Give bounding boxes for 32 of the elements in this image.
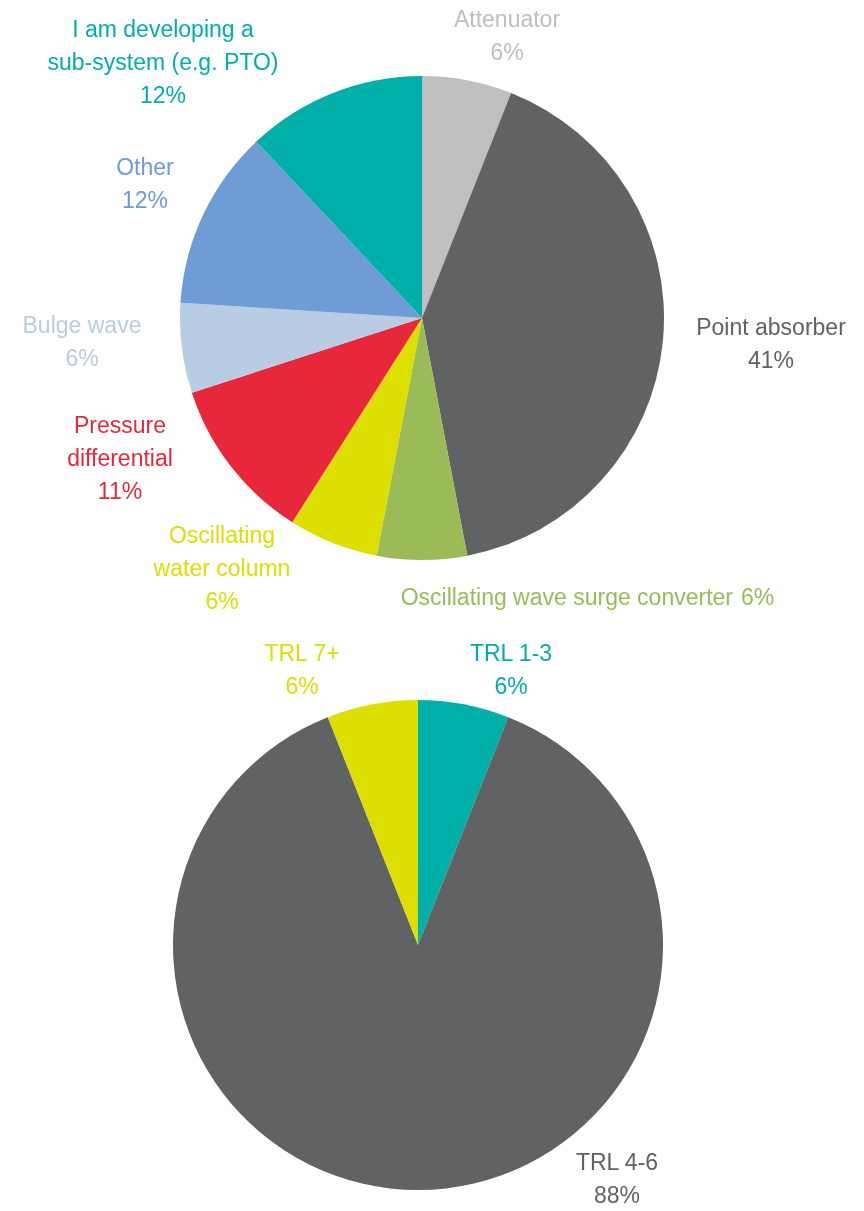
- pie-slice: [180, 141, 422, 318]
- slice-label: Bulge wave: [22, 312, 142, 338]
- data-label: 11%: [97, 478, 143, 504]
- pie-slice: [376, 318, 468, 560]
- slice-label: Oscillating water column: [152, 522, 291, 581]
- pie-slice: [418, 700, 509, 945]
- data-label: 6%: [494, 673, 528, 699]
- pie-slice: [422, 76, 512, 318]
- slice-label: I am developing a sub-system (e.g. PTO): [47, 16, 279, 75]
- data-label: 12%: [139, 82, 187, 108]
- slice-label: TRL 7+: [264, 640, 340, 666]
- pie-slice: [180, 302, 422, 393]
- data-label: 6%: [65, 345, 99, 371]
- slice-label: TRL 1-3: [469, 640, 553, 666]
- pie-slice: [422, 92, 664, 556]
- data-label: 6%: [490, 39, 524, 65]
- pie-slice: [256, 76, 422, 318]
- slice-label: TRL 4-6: [575, 1149, 659, 1175]
- slice-label: Oscillating wave surge converter: [400, 584, 734, 610]
- data-label: 6%: [741, 584, 775, 610]
- slice-label: Pressure differential: [67, 412, 173, 471]
- data-label: 6%: [285, 673, 319, 699]
- pie-slice: [191, 318, 422, 523]
- data-label: 41%: [747, 347, 795, 373]
- data-label: 12%: [121, 187, 169, 213]
- slice-label: Other: [116, 154, 175, 180]
- pie-slice: [327, 700, 418, 945]
- data-label: 6%: [205, 588, 239, 614]
- slice-label: Attenuator: [453, 6, 561, 32]
- slice-label: Point absorber: [696, 314, 847, 340]
- pie-slice: [292, 318, 422, 556]
- data-label: 88%: [593, 1182, 641, 1208]
